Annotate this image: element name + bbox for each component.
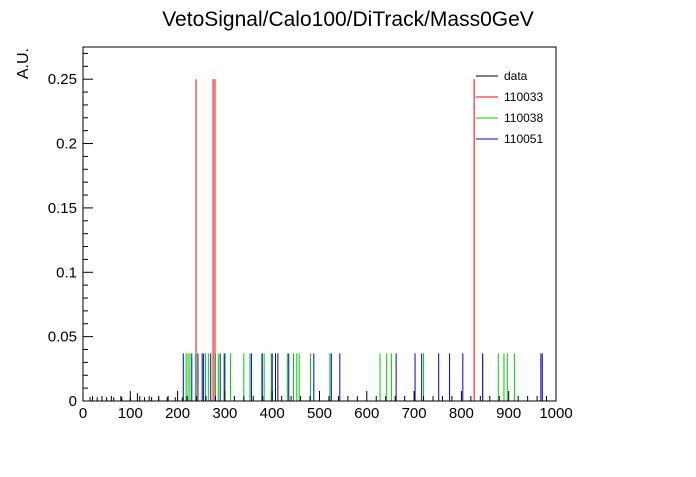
x-tick-label: 100 <box>118 405 143 422</box>
legend-label: 110038 <box>504 111 543 125</box>
chart-title: VetoSignal/Calo100/DiTrack/Mass0GeV <box>162 8 534 31</box>
y-tick-label: 0.15 <box>48 200 77 217</box>
x-tick-label: 800 <box>449 405 474 422</box>
x-tick-label: 600 <box>354 405 379 422</box>
legend-label: data <box>504 69 528 83</box>
legend-label: 110051 <box>504 132 543 146</box>
y-tick-label: 0.1 <box>56 264 77 281</box>
y-tick-label: 0.05 <box>48 329 77 346</box>
y-tick-label: 0.25 <box>48 71 77 88</box>
x-tick-label: 1000 <box>539 405 572 422</box>
x-tick-label: 0 <box>79 405 87 422</box>
legend: data 110033 110038 110051 <box>476 69 543 146</box>
x-tick-label: 900 <box>496 405 521 422</box>
x-tick-label: 500 <box>307 405 332 422</box>
y-axis-label: A.U. <box>15 48 32 79</box>
plot-marks <box>89 79 543 401</box>
axes: 0 100 200 300 400 500 600 700 800 900 1000 0 0.05 0.1… <box>48 46 573 422</box>
y-tick-label: 0 <box>69 393 77 410</box>
x-tick-label: 200 <box>165 405 190 422</box>
x-tick-label: 300 <box>212 405 237 422</box>
legend-label: 110033 <box>504 90 543 104</box>
y-tick-label: 0.2 <box>56 136 77 153</box>
x-tick-label: 400 <box>260 405 285 422</box>
x-tick-label: 700 <box>402 405 427 422</box>
plot-frame <box>82 46 557 402</box>
